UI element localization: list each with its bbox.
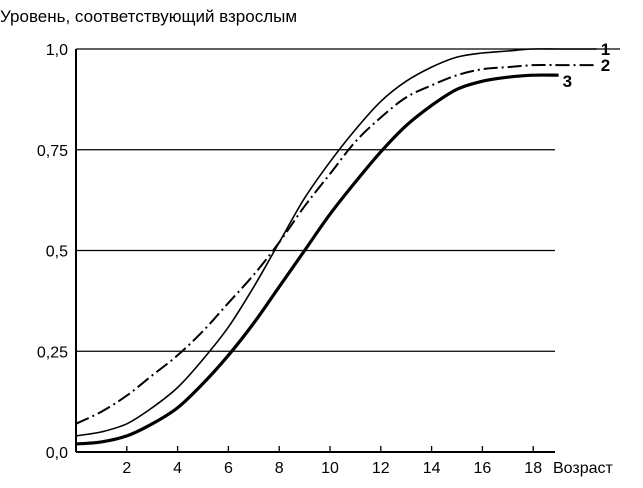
y-tick-labels: 0,0 0,25 0,5 0,75 1,0 bbox=[37, 42, 68, 462]
series-label-1: 1 bbox=[601, 40, 610, 59]
x-tick-label: 8 bbox=[275, 460, 284, 477]
x-tick-label: 14 bbox=[423, 460, 441, 477]
y-tick-label: 0,5 bbox=[46, 244, 68, 261]
x-tick-label: 6 bbox=[224, 460, 233, 477]
series-lines bbox=[75, 48, 597, 446]
x-tick-label: 10 bbox=[321, 460, 339, 477]
gridlines bbox=[76, 48, 620, 352]
y-tick-label: 0,75 bbox=[37, 143, 68, 160]
series-label-3: 3 bbox=[563, 72, 572, 91]
y-axis-label: Уровень, соответствующий взрослым bbox=[0, 7, 297, 26]
y-tick-label: 0,25 bbox=[37, 344, 68, 361]
x-axis-label: Возраст bbox=[553, 460, 614, 477]
series-labels: 12 3 bbox=[563, 40, 611, 91]
y-tick-label: 0,0 bbox=[46, 445, 68, 462]
series-label-2: 2 bbox=[601, 56, 610, 75]
x-tick-label: 12 bbox=[372, 460, 390, 477]
y-tick-label: 1,0 bbox=[46, 42, 68, 59]
x-tick-labels: 2 4 6 8 10 12 14 16 18 bbox=[122, 460, 542, 477]
x-tick-label: 4 bbox=[173, 460, 182, 477]
axes bbox=[75, 49, 555, 453]
x-tick-label: 18 bbox=[524, 460, 542, 477]
x-tick-label: 16 bbox=[474, 460, 492, 477]
series-line-1 bbox=[75, 48, 597, 437]
series-line-2 bbox=[75, 63, 597, 425]
x-tick-label: 2 bbox=[122, 460, 131, 477]
series-line-3 bbox=[75, 73, 559, 446]
